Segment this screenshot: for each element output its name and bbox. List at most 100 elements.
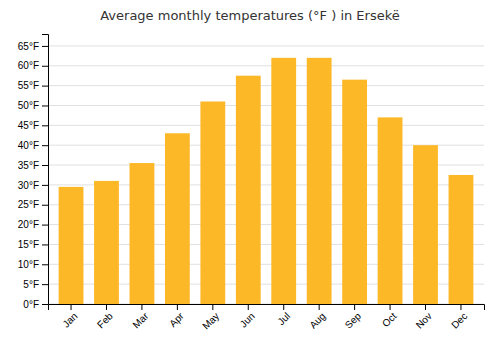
bars — [59, 58, 474, 304]
tick: 5°F — [23, 279, 48, 290]
bar — [236, 76, 261, 304]
tick: 55°F — [18, 80, 48, 91]
tick-mark — [319, 304, 320, 310]
tick-label: Feb — [95, 310, 115, 330]
bar — [413, 145, 438, 304]
tick: Jun — [238, 304, 257, 330]
tick-label: 25°F — [18, 199, 39, 210]
grid-line — [48, 65, 484, 66]
tick: 20°F — [18, 219, 48, 230]
tick-mark — [354, 304, 355, 310]
tick-label: 60°F — [18, 60, 39, 71]
tick: 60°F — [18, 60, 48, 71]
tick: Sep — [343, 304, 364, 331]
tick: 25°F — [18, 199, 48, 210]
tick-mark — [425, 304, 426, 310]
tick-mark — [42, 205, 48, 206]
tick: Mar — [130, 304, 150, 330]
tick-mark — [42, 66, 48, 67]
tick-label: Apr — [167, 310, 186, 329]
grid-line — [48, 105, 484, 106]
tick: Dec — [449, 304, 469, 331]
tick-label: 55°F — [18, 80, 39, 91]
grid-line — [48, 45, 484, 46]
chart: 0°F 5°F 10°F 15°F 20°F 25°F 30°F 35°F 40°F 45°F 50… — [0, 0, 500, 350]
tick-label: Jul — [275, 310, 292, 327]
tick-label: 0°F — [23, 299, 39, 310]
bar — [130, 163, 155, 304]
tick-label: Nov — [414, 310, 434, 330]
bar — [449, 175, 474, 304]
grid-line — [48, 85, 484, 86]
tick-label: Dec — [449, 310, 469, 330]
tick: Oct — [380, 304, 399, 329]
tick-mark — [42, 165, 48, 166]
tick-label: 50°F — [18, 100, 39, 111]
tick-mark — [42, 105, 48, 106]
bar — [200, 102, 225, 305]
tick-mark — [42, 304, 48, 305]
tick-label: Oct — [380, 310, 399, 329]
plot: 0°F 5°F 10°F 15°F 20°F 25°F 30°F 35°F 40°F 45°F 50… — [18, 35, 485, 332]
tick-mark — [283, 304, 284, 310]
tick-label: 30°F — [18, 180, 39, 191]
tick: 45°F — [18, 120, 48, 131]
bar — [94, 181, 119, 304]
grid — [48, 46, 484, 304]
bar — [59, 187, 84, 304]
tick-label: May — [200, 310, 221, 331]
tick: May — [200, 304, 221, 332]
tick-label: 10°F — [18, 259, 39, 270]
tick: 50°F — [18, 100, 48, 111]
tick-label: 40°F — [18, 140, 39, 151]
tick: 0°F — [23, 299, 48, 310]
tick-label: 35°F — [18, 160, 39, 171]
tick: Feb — [95, 304, 115, 330]
tick-mark — [42, 46, 48, 47]
tick-mark — [42, 244, 48, 245]
tick: Jan — [60, 304, 79, 330]
tick: Jul — [275, 304, 292, 327]
tick-mark — [42, 125, 48, 126]
title: Average monthly temperatures (°F ) in Er… — [100, 8, 400, 23]
tick-label: Jan — [60, 310, 79, 329]
x-axis: Jan Feb Mar Apr May Jun Jul Aug Sep Oct Nov Dec — [49, 304, 485, 332]
bar — [271, 58, 296, 304]
tick-label: Mar — [130, 310, 150, 330]
tick: Apr — [167, 304, 186, 329]
tick-mark — [42, 185, 48, 186]
tick-label: 65°F — [18, 41, 39, 52]
axis-line — [49, 305, 485, 311]
tick: 10°F — [18, 259, 48, 270]
tick-mark — [177, 304, 178, 310]
tick-label: 5°F — [23, 279, 39, 290]
tick: 15°F — [18, 239, 48, 250]
y-axis: 0°F 5°F 10°F 15°F 20°F 25°F 30°F 35°F 40°F 45°F 50… — [18, 35, 49, 310]
tick-label: Sep — [343, 310, 364, 331]
tick: 35°F — [18, 160, 48, 171]
tick-label: Aug — [307, 310, 327, 330]
tick-mark — [42, 284, 48, 285]
tick-mark — [141, 304, 142, 310]
tick-label: 20°F — [18, 219, 39, 230]
tick-mark — [390, 304, 391, 310]
tick-label: 15°F — [18, 239, 39, 250]
tick-mark — [106, 304, 107, 310]
tick-mark — [460, 304, 461, 310]
tick: 30°F — [18, 180, 48, 191]
bar — [165, 133, 190, 304]
tick-mark — [42, 264, 48, 265]
tick-label: 45°F — [18, 120, 39, 131]
bar — [378, 117, 403, 304]
tick: 65°F — [18, 41, 48, 52]
tick: 40°F — [18, 140, 48, 151]
tick-mark — [42, 225, 48, 226]
axis-line — [42, 35, 49, 305]
tick-mark — [212, 304, 213, 310]
tick-mark — [248, 304, 249, 310]
tick: Aug — [307, 304, 327, 331]
tick-mark — [71, 304, 72, 310]
tick-label: Jun — [238, 310, 257, 329]
tick-mark — [42, 145, 48, 146]
grid-line — [48, 125, 484, 126]
